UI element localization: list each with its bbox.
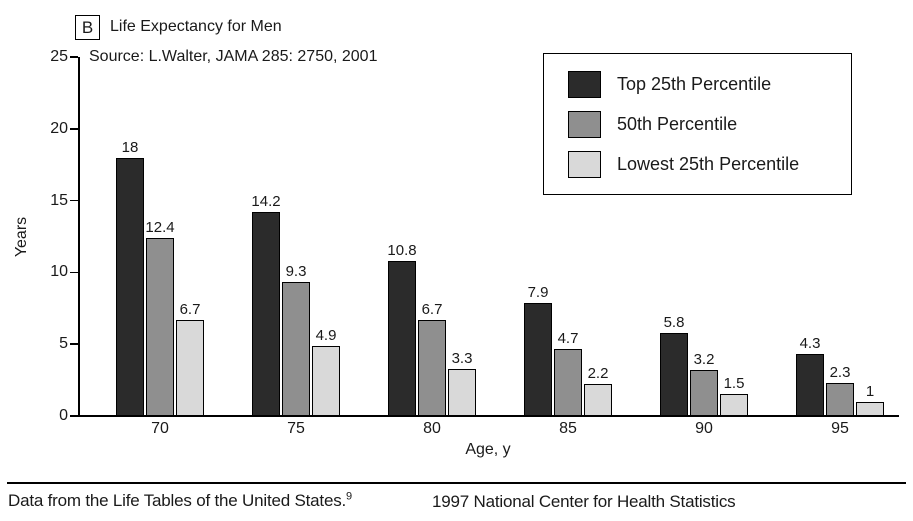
bar-value-label: 14.2 <box>251 193 281 210</box>
x-tick-label: 80 <box>423 420 441 437</box>
y-tick-label: 10 <box>50 263 68 281</box>
bar <box>388 261 416 416</box>
panel-label-box: B <box>75 15 100 40</box>
footer-source-left: Data from the Life Tables of the United … <box>8 491 352 511</box>
y-tick-label: 20 <box>50 119 68 137</box>
y-tick-label: 0 <box>59 407 68 424</box>
bar-value-label: 4.7 <box>557 330 579 347</box>
bar <box>282 282 310 416</box>
y-tick-mark <box>70 56 78 58</box>
bar <box>690 370 718 416</box>
bar-value-label: 4.9 <box>315 327 337 344</box>
legend-swatch <box>568 150 601 178</box>
panel-label: B <box>81 17 94 37</box>
y-tick-mark <box>70 415 78 417</box>
bar <box>524 303 552 416</box>
legend-swatch <box>568 70 601 98</box>
y-tick-mark <box>70 271 78 274</box>
bar <box>826 383 854 416</box>
bar-value-label: 7.9 <box>527 284 549 301</box>
footer-source-right: 1997 National Center for Health Statisti… <box>432 492 736 511</box>
bar <box>146 238 174 416</box>
legend: Top 25th Percentile 50th Percentile Lowest… <box>543 53 852 195</box>
bar-value-label: 4.3 <box>799 335 821 352</box>
bar <box>660 333 688 416</box>
legend-item: Lowest 25th Percentile <box>568 150 851 178</box>
bar-value-label: 2.2 <box>587 365 609 382</box>
legend-item: Top 25th Percentile <box>568 70 851 98</box>
x-axis-title: Age, y <box>465 441 511 458</box>
bar-value-label: 3.2 <box>693 351 715 368</box>
bar-value-label: 6.7 <box>179 301 201 318</box>
chart-title: Life Expectancy for Men <box>110 18 282 35</box>
bar-value-label: 5.8 <box>663 314 685 331</box>
y-tick-mark <box>70 128 78 130</box>
legend-label: 50th Percentile <box>617 113 738 134</box>
y-axis-title: Years <box>13 216 30 258</box>
bar <box>116 158 144 416</box>
y-tick-label: 25 <box>50 48 68 65</box>
bar-value-label: 6.7 <box>421 301 443 318</box>
x-tick-label: 75 <box>287 420 305 437</box>
bar <box>584 384 612 416</box>
y-axis-line <box>78 57 80 416</box>
bar <box>720 394 748 416</box>
bar <box>312 346 340 416</box>
bar <box>252 212 280 416</box>
legend-label: Lowest 25th Percentile <box>617 153 800 174</box>
x-tick-label: 70 <box>151 420 169 437</box>
bar-value-label: 1.5 <box>723 375 745 392</box>
y-tick-mark <box>70 343 78 345</box>
bar <box>176 320 204 416</box>
bar <box>418 320 446 416</box>
bar-value-label: 1 <box>865 383 875 400</box>
bar-value-label: 18 <box>121 139 139 156</box>
source-note: Source: L.Walter, JAMA 285: 2750, 2001 <box>89 48 378 65</box>
legend-item: 50th Percentile <box>568 110 851 138</box>
x-tick-label: 95 <box>831 420 849 437</box>
bar-value-label: 12.4 <box>145 219 175 236</box>
footer-divider <box>7 482 906 484</box>
bar <box>856 402 884 416</box>
bar <box>554 349 582 416</box>
bar <box>796 354 824 416</box>
footer-left-superscript: 9 <box>346 490 352 503</box>
y-tick-label: 15 <box>50 191 68 209</box>
bar <box>448 369 476 416</box>
x-tick-label: 90 <box>695 420 713 437</box>
x-axis-line <box>78 415 899 417</box>
y-tick-mark <box>70 199 78 202</box>
bar-value-label: 9.3 <box>285 263 307 280</box>
y-tick-label: 5 <box>59 335 68 353</box>
legend-swatch <box>568 110 601 138</box>
bar-value-label: 10.8 <box>387 242 417 259</box>
bar-value-label: 3.3 <box>451 350 473 367</box>
x-tick-label: 85 <box>559 420 577 437</box>
footer-left-text: Data from the Life Tables of the United … <box>8 491 347 510</box>
bar-value-label: 2.3 <box>829 364 851 381</box>
legend-label: Top 25th Percentile <box>617 73 772 94</box>
